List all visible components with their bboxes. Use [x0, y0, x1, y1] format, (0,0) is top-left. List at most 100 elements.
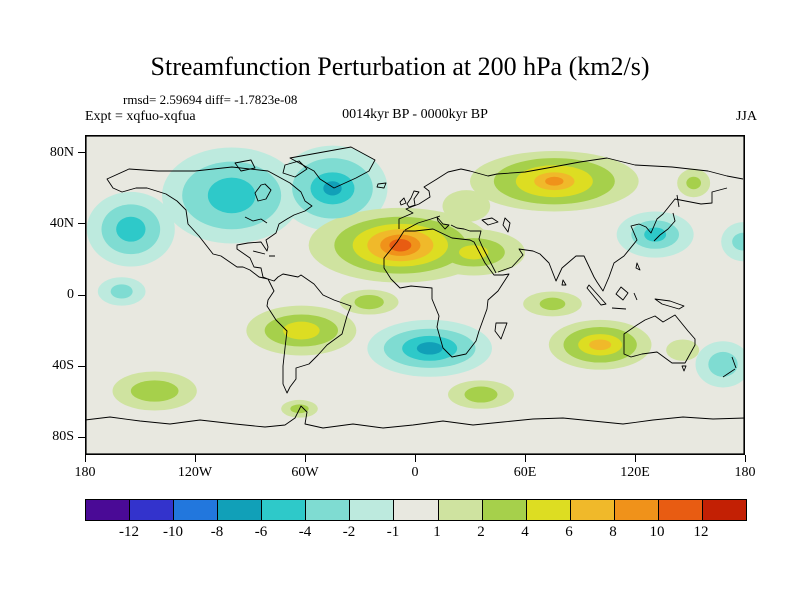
- lon-tick: [414, 455, 416, 462]
- coastline: [481, 217, 499, 226]
- contour-band: [354, 295, 384, 310]
- lon-tick-label: 60W: [291, 465, 319, 480]
- coastline: [502, 217, 511, 233]
- colorbar-label: -1: [386, 524, 400, 540]
- coastline: [399, 197, 407, 206]
- colorbar-label: 8: [609, 524, 617, 540]
- coastline: [406, 190, 420, 208]
- colorbar-segment: [438, 500, 483, 520]
- colorbar-label: -8: [210, 524, 224, 540]
- lon-tick-label: 120W: [177, 465, 213, 480]
- colorbar-segment: [482, 500, 527, 520]
- coastline: [653, 212, 676, 242]
- colorbar-label: 2: [477, 524, 485, 540]
- lon-tick-label: 0: [411, 465, 419, 480]
- lon-tick: [744, 455, 746, 462]
- contour-band: [545, 176, 564, 186]
- coastline: [106, 166, 313, 280]
- experiment-label: Expt = xqfuo-xqfua: [85, 109, 196, 124]
- coastline: [635, 262, 641, 271]
- contour-band: [464, 386, 498, 403]
- contour-band: [323, 181, 342, 196]
- coastline: [436, 216, 450, 230]
- colorbar-segment: [174, 500, 219, 520]
- lat-tick: [78, 436, 85, 438]
- colorbar-segment: [614, 500, 659, 520]
- lon-tick: [634, 455, 636, 462]
- coastline: [450, 224, 497, 274]
- colorbar-label: -10: [163, 524, 183, 540]
- coastline: [254, 183, 272, 202]
- colorbar-label: -4: [298, 524, 312, 540]
- colorbar-label: 10: [649, 524, 665, 540]
- colorbar-label: 4: [521, 524, 529, 540]
- lat-tick: [78, 294, 85, 296]
- colorbar-segment: [570, 500, 615, 520]
- coastline: [289, 146, 376, 189]
- lat-tick-label: 80N: [49, 144, 74, 160]
- coastline: [722, 356, 737, 378]
- lon-tick: [194, 455, 196, 462]
- coastline: [681, 365, 687, 372]
- colorbar-label: -12: [119, 524, 139, 540]
- coastline: [561, 279, 567, 286]
- contour-band: [459, 245, 489, 260]
- colorbar-label: -2: [342, 524, 356, 540]
- coastline: [676, 194, 680, 208]
- contour-band: [539, 297, 566, 311]
- colorbar-segment: [658, 500, 703, 520]
- coastline: [654, 298, 685, 310]
- contour-band: [589, 339, 612, 351]
- lon-tick: [304, 455, 306, 462]
- contour-band: [116, 216, 146, 242]
- lat-tick-label: 0: [67, 287, 74, 302]
- period-label: 0014kyr BP - 0000kyr BP: [342, 107, 488, 122]
- contour-band: [416, 342, 443, 355]
- contour-band: [110, 284, 133, 299]
- coastline: [234, 159, 256, 172]
- coastline: [404, 215, 441, 231]
- lon-tick: [524, 455, 526, 462]
- lat-tick-label: 80S: [52, 429, 74, 445]
- lon-tick-label: 60E: [513, 465, 537, 480]
- lon-tick-label: 180: [734, 465, 756, 480]
- colorbar: [85, 499, 747, 521]
- colorbar-segment: [306, 500, 351, 520]
- colorbar-label: -6: [254, 524, 268, 540]
- coastline: [383, 228, 510, 358]
- coastline: [611, 307, 627, 310]
- coastline: [398, 157, 744, 229]
- contour-band: [283, 321, 320, 340]
- coastline: [252, 250, 275, 257]
- lat-tick-label: 40S: [52, 358, 74, 374]
- lon-tick: [84, 455, 86, 462]
- lon-tick-label: 180: [74, 465, 96, 480]
- contour-band: [207, 177, 256, 214]
- colorbar-label: 6: [565, 524, 573, 540]
- contour-band: [708, 351, 738, 377]
- coastline: [623, 314, 696, 364]
- coastline: [85, 405, 745, 429]
- coastline: [266, 273, 352, 394]
- map-frame: [85, 135, 745, 455]
- coastline: [586, 284, 607, 306]
- plot-title: Streamfunction Perturbation at 200 hPa (…: [150, 52, 650, 81]
- lon-tick-label: 120E: [620, 465, 650, 480]
- coastline: [615, 286, 629, 301]
- contour-band: [130, 380, 179, 402]
- colorbar-segment: [394, 500, 439, 520]
- colorbar-segment: [350, 500, 395, 520]
- contour-band: [389, 239, 412, 252]
- lat-tick-label: 40N: [49, 215, 74, 231]
- season-label: JJA: [735, 109, 757, 124]
- lat-tick: [78, 223, 85, 225]
- coastline: [494, 322, 508, 340]
- coastline: [244, 216, 268, 224]
- colorbar-segment: [86, 500, 131, 520]
- coastline: [633, 292, 638, 301]
- coastline: [376, 182, 387, 189]
- contour-band: [442, 190, 491, 223]
- colorbar-label: 12: [693, 524, 709, 540]
- colorbar-segment: [218, 500, 263, 520]
